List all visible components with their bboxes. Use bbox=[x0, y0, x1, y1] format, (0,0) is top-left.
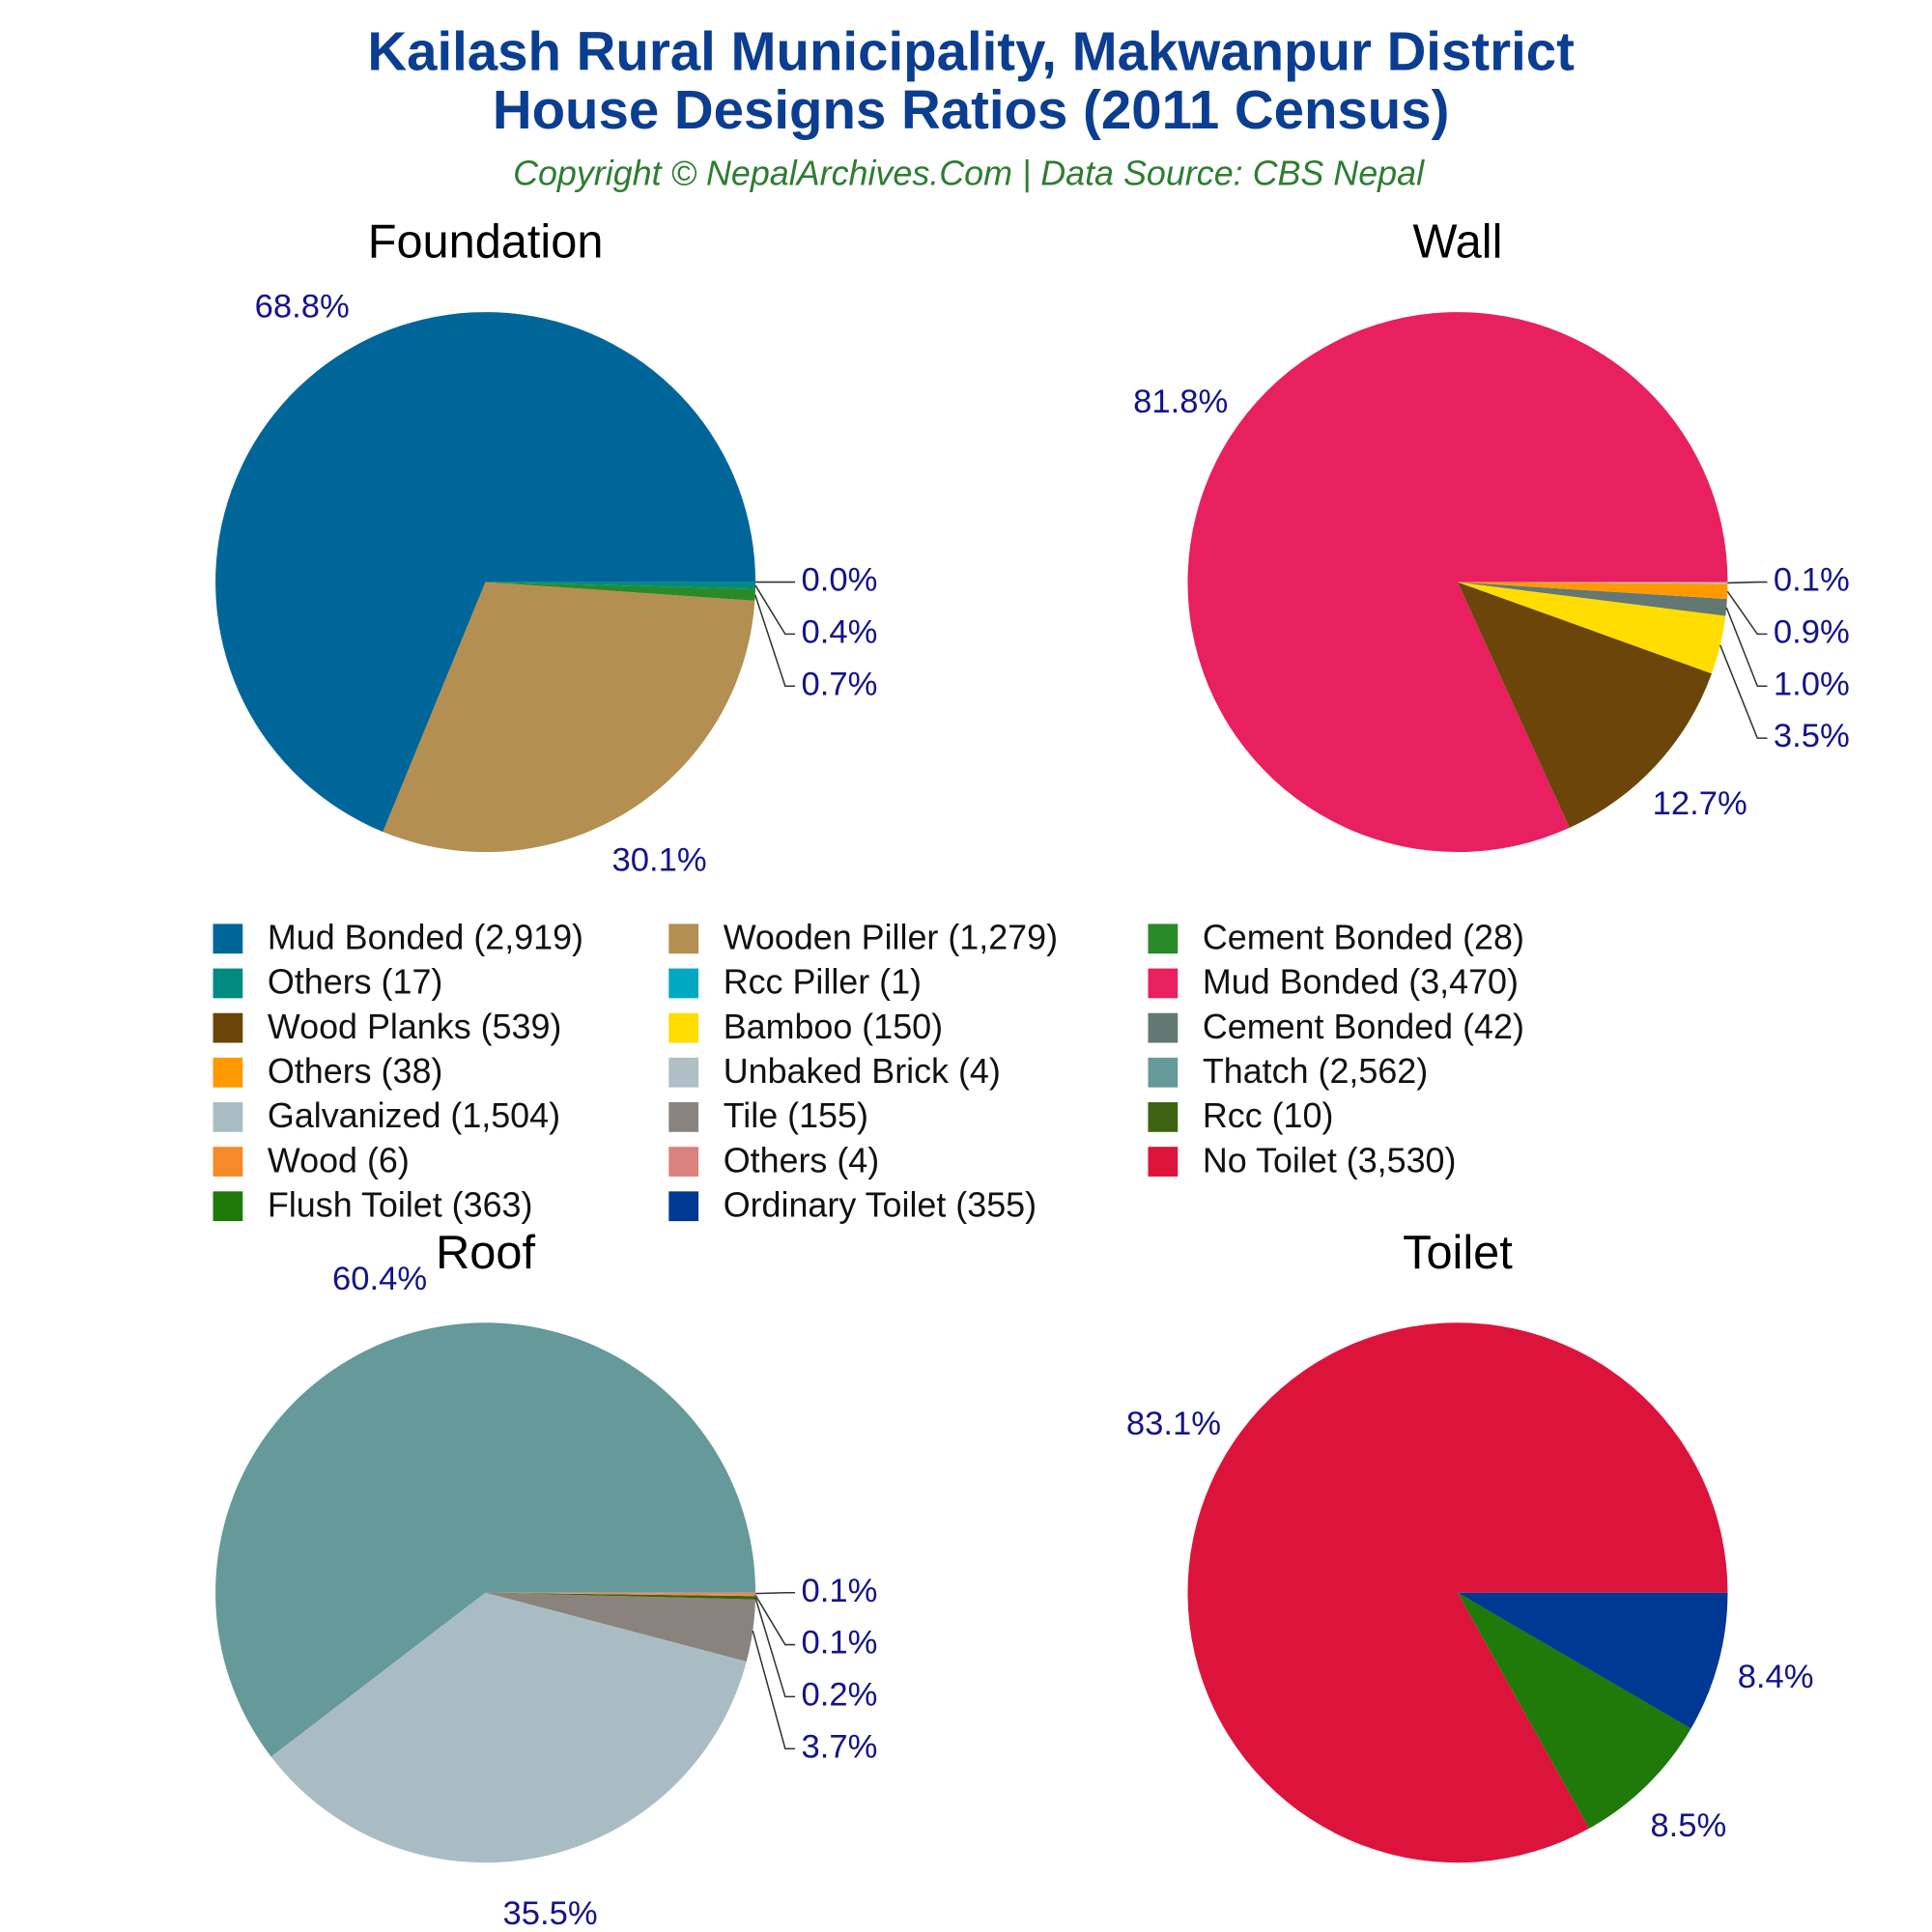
legend-swatch bbox=[668, 1057, 699, 1088]
legend-swatch bbox=[213, 1012, 243, 1043]
pie-slice bbox=[383, 582, 755, 853]
data-label: 12.7% bbox=[1653, 785, 1747, 822]
data-label: 83.1% bbox=[1126, 1406, 1221, 1442]
legend-swatch bbox=[1148, 1147, 1179, 1177]
data-label: 0.4% bbox=[801, 614, 877, 651]
chart-title: House Designs Ratios (2011 Census) bbox=[493, 79, 1450, 140]
legend-label: Wooden Piller (1,279) bbox=[724, 919, 1058, 957]
legend-label: Bamboo (150) bbox=[724, 1008, 943, 1046]
legend-swatch bbox=[668, 1012, 699, 1043]
legend-swatch bbox=[1148, 923, 1179, 954]
pie-title: Foundation bbox=[368, 216, 604, 269]
data-label: 8.4% bbox=[1738, 1659, 1814, 1695]
legend-label: Wood Planks (539) bbox=[268, 1008, 561, 1046]
pie-slice bbox=[485, 582, 755, 601]
data-label: 0.7% bbox=[801, 666, 877, 702]
legend-swatch bbox=[1148, 1102, 1179, 1132]
leader-line bbox=[754, 1594, 796, 1646]
pie-slice bbox=[1457, 582, 1726, 674]
data-label: 0.1% bbox=[801, 1625, 877, 1662]
legend-swatch bbox=[1148, 968, 1179, 999]
legend-label: Rcc Piller (1) bbox=[724, 963, 922, 1002]
leader-line bbox=[755, 1591, 796, 1595]
data-label: 3.7% bbox=[801, 1728, 877, 1765]
pie-slice bbox=[1457, 582, 1727, 616]
leader-line bbox=[754, 584, 796, 636]
pie-slice bbox=[1457, 1592, 1728, 1729]
legend-swatch bbox=[213, 968, 243, 999]
legend-swatch bbox=[668, 1102, 699, 1132]
legend-swatch bbox=[1148, 1012, 1179, 1043]
data-label: 8.5% bbox=[1650, 1807, 1726, 1844]
data-label: 81.8% bbox=[1133, 384, 1228, 420]
legend-label: Unbaked Brick (4) bbox=[724, 1052, 1001, 1091]
leader-line bbox=[1726, 590, 1768, 636]
legend-label: Cement Bonded (42) bbox=[1203, 1008, 1524, 1046]
legend-swatch bbox=[668, 1191, 699, 1222]
chart-title: Kailash Rural Municipality, Makwanpur Di… bbox=[367, 21, 1575, 82]
data-label: 1.0% bbox=[1774, 666, 1850, 702]
data-label: 60.4% bbox=[332, 1261, 427, 1297]
legend-swatch bbox=[1148, 1057, 1179, 1088]
pie-slice bbox=[485, 1592, 756, 1595]
leader-line bbox=[754, 1597, 796, 1698]
pie-slice bbox=[215, 312, 756, 833]
legend-swatch bbox=[668, 923, 699, 954]
leader-line bbox=[1719, 644, 1768, 739]
legend-swatch bbox=[668, 1147, 699, 1177]
pie-slice bbox=[1457, 582, 1728, 600]
leader-line bbox=[752, 1630, 796, 1750]
legend-swatch bbox=[668, 968, 699, 999]
pie-title: Roof bbox=[436, 1227, 535, 1279]
legend-label: Wood (6) bbox=[268, 1141, 410, 1179]
pie-slice bbox=[1457, 582, 1712, 828]
data-label: 30.1% bbox=[611, 841, 706, 878]
data-label: 0.1% bbox=[801, 1573, 877, 1609]
pie-slice bbox=[270, 1592, 747, 1863]
legend-swatch bbox=[213, 1147, 243, 1177]
pie-slice bbox=[485, 1592, 756, 1600]
leader-line bbox=[754, 594, 796, 688]
legend-label: Mud Bonded (3,470) bbox=[1203, 963, 1519, 1002]
data-label: 68.8% bbox=[255, 288, 350, 325]
legend-swatch bbox=[213, 1191, 243, 1222]
legend-swatch bbox=[213, 923, 243, 954]
data-label: 3.5% bbox=[1774, 718, 1850, 754]
legend-swatch bbox=[213, 1102, 243, 1132]
data-label: 0.2% bbox=[801, 1677, 877, 1714]
legend-label: No Toilet (3,530) bbox=[1203, 1141, 1457, 1179]
pie-slice bbox=[1457, 1592, 1691, 1829]
legend-label: Ordinary Toilet (355) bbox=[724, 1185, 1037, 1224]
data-label: 0.9% bbox=[1774, 614, 1850, 651]
pie-title: Wall bbox=[1413, 216, 1503, 269]
pie-slice bbox=[1187, 1322, 1728, 1863]
legend-swatch bbox=[213, 1057, 243, 1088]
pie-slice bbox=[485, 582, 756, 589]
pie-title: Toilet bbox=[1403, 1227, 1513, 1279]
legend-label: Galvanized (1,504) bbox=[268, 1096, 560, 1135]
pie-slice bbox=[485, 1592, 756, 1597]
data-label: 0.1% bbox=[1774, 562, 1850, 599]
legend-label: Others (17) bbox=[268, 963, 442, 1002]
legend-label: Others (4) bbox=[724, 1141, 879, 1179]
leader-line bbox=[1725, 607, 1768, 688]
data-label: 35.5% bbox=[503, 1895, 598, 1932]
pie-slice bbox=[215, 1322, 756, 1757]
chart-subtitle: Copyright © NepalArchives.Com | Data Sou… bbox=[513, 155, 1425, 193]
legend-label: Rcc (10) bbox=[1203, 1096, 1334, 1135]
leader-line bbox=[1727, 581, 1768, 584]
legend-label: Cement Bonded (28) bbox=[1203, 919, 1524, 957]
data-label: 0.0% bbox=[801, 562, 877, 599]
legend-label: Mud Bonded (2,919) bbox=[268, 919, 583, 957]
legend-label: Tile (155) bbox=[724, 1096, 868, 1135]
pie-slice bbox=[485, 1592, 755, 1662]
legend-label: Others (38) bbox=[268, 1052, 442, 1091]
legend-label: Thatch (2,562) bbox=[1203, 1052, 1428, 1091]
legend-label: Flush Toilet (363) bbox=[268, 1185, 533, 1224]
